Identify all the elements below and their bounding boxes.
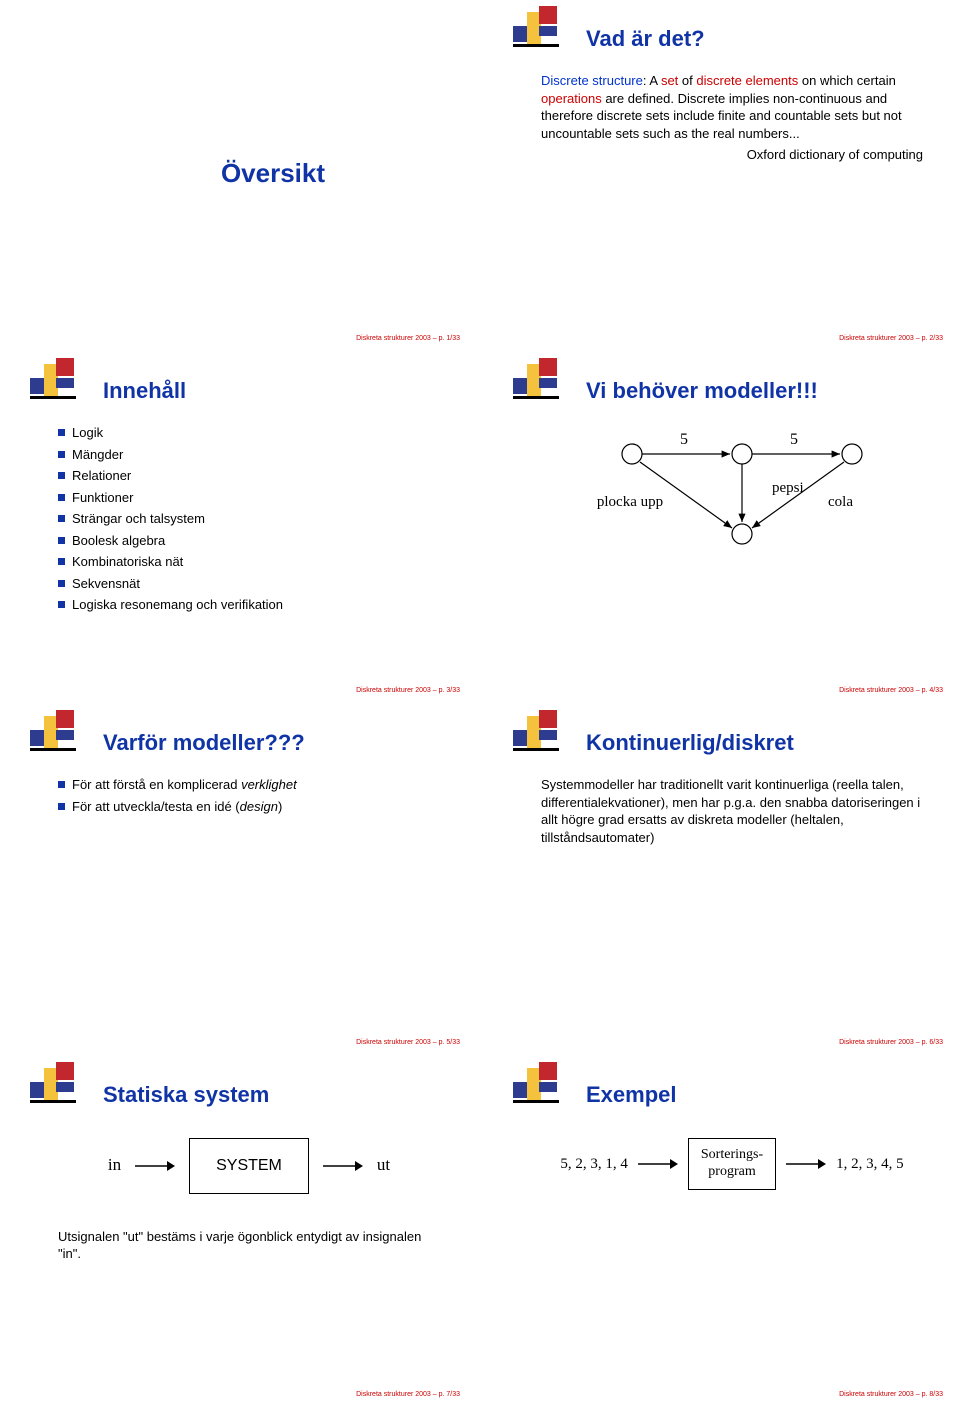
logo-icon	[145, 145, 191, 191]
slide-8: Exempel 5, 2, 3, 1, 4 Sorterings- progra…	[483, 1056, 953, 1402]
output-seq: 1, 2, 3, 4, 5	[836, 1154, 904, 1174]
list-item: Mängder	[58, 446, 440, 464]
out-label: ut	[377, 1154, 390, 1177]
system-diagram: in SYSTEM ut	[58, 1138, 440, 1194]
slide-4: Vi behöver modeller!!!	[483, 352, 953, 698]
arrow-icon	[638, 1157, 678, 1171]
slide-6-footer: Diskreta strukturer 2003 – p. 6/33	[839, 1039, 943, 1046]
slide-2: Vad är det? Discrete structure: A set of…	[483, 0, 953, 346]
slide-8-body: 5, 2, 3, 1, 4 Sorterings- program 1, 2, …	[541, 1138, 923, 1190]
text-part: För att utveckla/testa en idé (	[72, 799, 240, 814]
logo-icon	[513, 710, 559, 756]
edge-label: 5	[790, 431, 798, 448]
defn-of: of	[678, 73, 696, 88]
slide-4-body: 5 5 plocka upp pepsi cola	[541, 424, 923, 574]
graph-node	[732, 524, 752, 544]
slide-5-footer: Diskreta strukturer 2003 – p. 5/33	[356, 1039, 460, 1046]
list-item: Kombinatoriska nät	[58, 553, 440, 571]
text-part: )	[278, 799, 282, 814]
list-item: Relationer	[58, 467, 440, 485]
defn-on: on which certain	[798, 73, 896, 88]
logo-icon	[513, 358, 559, 404]
slide-7-body: in SYSTEM ut Utsignalen "ut" bestäms i v…	[58, 1138, 440, 1263]
slide-1-content: Översikt	[18, 10, 452, 336]
slide-8-title: Exempel	[586, 1082, 935, 1108]
word-set: set	[661, 73, 678, 88]
edge-label: 5	[680, 431, 688, 448]
slide-6-title: Kontinuerlig/diskret	[586, 730, 935, 756]
slide-2-body: Discrete structure: A set of discrete el…	[541, 72, 923, 164]
example-diagram: 5, 2, 3, 1, 4 Sorterings- program 1, 2, …	[541, 1138, 923, 1190]
edge-label: pepsi	[772, 480, 804, 496]
sort-box: Sorterings- program	[688, 1138, 776, 1190]
slide-3: Innehåll Logik Mängder Relationer Funkti…	[0, 352, 470, 698]
edge-label: plocka upp	[597, 494, 663, 510]
defn-colon: : A	[643, 73, 661, 88]
slide-7-title: Statiska system	[103, 1082, 452, 1108]
list-item: Logiska resonemang och verifikation	[58, 596, 440, 614]
system-caption: Utsignalen "ut" bestäms i varje ögonblic…	[58, 1228, 440, 1263]
slide-4-title: Vi behöver modeller!!!	[586, 378, 935, 404]
word-ops: operations	[541, 91, 602, 106]
graph-node	[622, 444, 642, 464]
graph-node	[732, 444, 752, 464]
model-graph: 5 5 plocka upp pepsi cola	[572, 424, 892, 574]
list-item: Strängar och talsystem	[58, 510, 440, 528]
defn-attrib: Oxford dictionary of computing	[541, 146, 923, 164]
logo-icon	[513, 6, 559, 52]
slide-7-footer: Diskreta strukturer 2003 – p. 7/33	[356, 1391, 460, 1398]
system-box: SYSTEM	[189, 1138, 309, 1194]
in-label: in	[108, 1154, 121, 1177]
slide-1: Översikt Diskreta strukturer 2003 – p. 1…	[0, 0, 470, 346]
slide-2-title: Vad är det?	[586, 26, 935, 52]
list-item: För att utveckla/testa en idé (design)	[58, 798, 440, 816]
slide-1-footer: Diskreta strukturer 2003 – p. 1/33	[356, 335, 460, 342]
edge-label: cola	[828, 494, 853, 510]
slide-2-footer: Diskreta strukturer 2003 – p. 2/33	[839, 335, 943, 342]
list-item: Funktioner	[58, 489, 440, 507]
logo-icon	[30, 1062, 76, 1108]
slide-3-footer: Diskreta strukturer 2003 – p. 3/33	[356, 687, 460, 694]
slide-6: Kontinuerlig/diskret Systemmodeller har …	[483, 704, 953, 1050]
slide-3-body: Logik Mängder Relationer Funktioner Strä…	[58, 424, 440, 614]
slide-3-title: Innehåll	[103, 378, 452, 404]
word-elements: discrete elements	[696, 73, 798, 88]
slide-6-body: Systemmodeller har traditionellt varit k…	[541, 776, 923, 846]
arrow-icon	[135, 1159, 175, 1173]
reasons-list: För att förstå en komplicerad verklighet…	[58, 776, 440, 815]
list-item: För att förstå en komplicerad verklighet	[58, 776, 440, 794]
text-part: För att förstå en komplicerad	[72, 777, 241, 792]
slide-8-footer: Diskreta strukturer 2003 – p. 8/33	[839, 1391, 943, 1398]
slide-7: Statiska system in SYSTEM ut Utsignalen …	[0, 1056, 470, 1402]
input-seq: 5, 2, 3, 1, 4	[560, 1154, 628, 1174]
text-italic: design	[240, 799, 278, 814]
arrow-icon	[786, 1157, 826, 1171]
graph-node	[842, 444, 862, 464]
sort-box-line2: program	[701, 1164, 763, 1181]
slide-1-title: Översikt	[221, 158, 325, 189]
list-item: Logik	[58, 424, 440, 442]
slide-5-title: Varför modeller???	[103, 730, 452, 756]
slide-5-body: För att förstå en komplicerad verklighet…	[58, 776, 440, 815]
logo-icon	[513, 1062, 559, 1108]
arrow-icon	[323, 1159, 363, 1173]
slide-grid: Översikt Diskreta strukturer 2003 – p. 1…	[0, 0, 960, 1402]
list-item: Sekvensnät	[58, 575, 440, 593]
defn-lead: Discrete structure	[541, 73, 643, 88]
logo-icon	[30, 358, 76, 404]
sort-box-line1: Sorterings-	[701, 1147, 763, 1164]
slide-5: Varför modeller??? För att förstå en kom…	[0, 704, 470, 1050]
slide-4-footer: Diskreta strukturer 2003 – p. 4/33	[839, 687, 943, 694]
list-item: Boolesk algebra	[58, 532, 440, 550]
contents-list: Logik Mängder Relationer Funktioner Strä…	[58, 424, 440, 614]
logo-icon	[30, 710, 76, 756]
text-italic: verklighet	[241, 777, 297, 792]
